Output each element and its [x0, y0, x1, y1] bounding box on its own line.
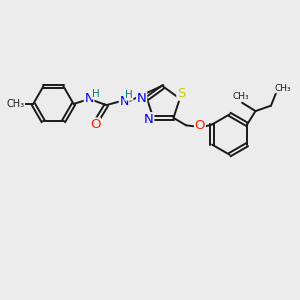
- Text: N: N: [84, 92, 94, 105]
- Text: O: O: [195, 119, 205, 132]
- Text: N: N: [119, 95, 129, 108]
- Text: H: H: [125, 90, 133, 100]
- Text: CH₃: CH₃: [232, 92, 249, 101]
- Text: N: N: [137, 92, 146, 105]
- Text: O: O: [90, 118, 100, 131]
- Text: S: S: [177, 87, 185, 100]
- Text: CH₃: CH₃: [6, 99, 24, 109]
- Text: H: H: [92, 89, 100, 99]
- Text: CH₃: CH₃: [274, 84, 291, 93]
- Text: N: N: [144, 113, 154, 126]
